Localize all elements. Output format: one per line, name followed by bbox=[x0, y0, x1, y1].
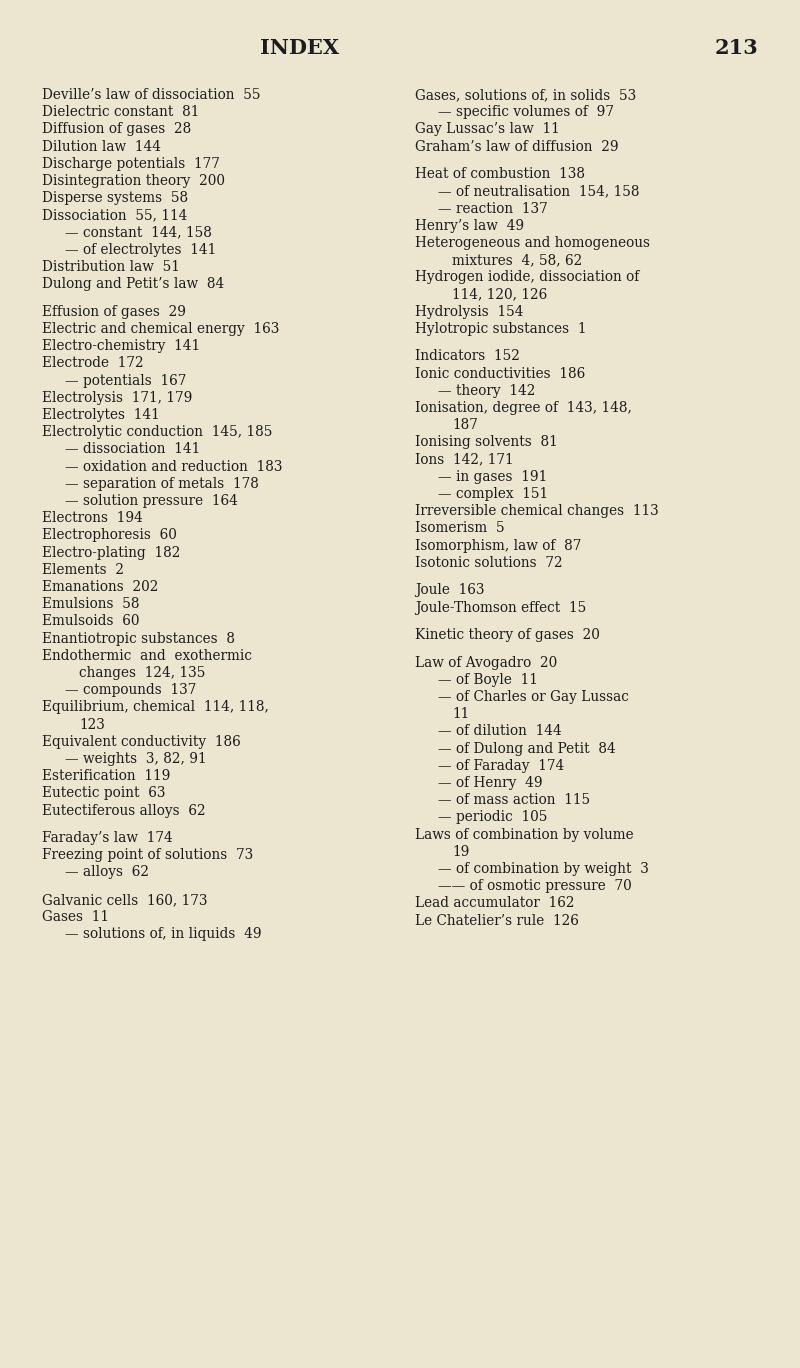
Text: Deville’s law of dissociation  55: Deville’s law of dissociation 55 bbox=[42, 88, 261, 103]
Text: Ions  142, 171: Ions 142, 171 bbox=[415, 453, 514, 466]
Text: Heterogeneous and homogeneous: Heterogeneous and homogeneous bbox=[415, 235, 650, 250]
Text: Emanations  202: Emanations 202 bbox=[42, 580, 158, 594]
Text: Dilution law  144: Dilution law 144 bbox=[42, 140, 161, 153]
Text: Hydrogen iodide, dissociation of: Hydrogen iodide, dissociation of bbox=[415, 271, 639, 285]
Text: — of Faraday  174: — of Faraday 174 bbox=[438, 759, 564, 773]
Text: Disperse systems  58: Disperse systems 58 bbox=[42, 192, 188, 205]
Text: Endothermic  and  exothermic: Endothermic and exothermic bbox=[42, 648, 252, 662]
Text: Distribution law  51: Distribution law 51 bbox=[42, 260, 180, 274]
Text: Dulong and Petit’s law  84: Dulong and Petit’s law 84 bbox=[42, 278, 224, 291]
Text: — oxidation and reduction  183: — oxidation and reduction 183 bbox=[65, 460, 282, 473]
Text: — of Boyle  11: — of Boyle 11 bbox=[438, 673, 538, 687]
Text: Freezing point of solutions  73: Freezing point of solutions 73 bbox=[42, 848, 254, 862]
Text: 19: 19 bbox=[452, 845, 470, 859]
Text: — constant  144, 158: — constant 144, 158 bbox=[65, 226, 212, 239]
Text: Henry’s law  49: Henry’s law 49 bbox=[415, 219, 524, 233]
Text: Electro-chemistry  141: Electro-chemistry 141 bbox=[42, 339, 200, 353]
Text: Le Chatelier’s rule  126: Le Chatelier’s rule 126 bbox=[415, 914, 579, 928]
Text: — reaction  137: — reaction 137 bbox=[438, 201, 548, 216]
Text: — of combination by weight  3: — of combination by weight 3 bbox=[438, 862, 649, 876]
Text: Isotonic solutions  72: Isotonic solutions 72 bbox=[415, 555, 562, 570]
Text: — dissociation  141: — dissociation 141 bbox=[65, 442, 200, 457]
Text: Enantiotropic substances  8: Enantiotropic substances 8 bbox=[42, 632, 235, 646]
Text: — of Dulong and Petit  84: — of Dulong and Petit 84 bbox=[438, 741, 616, 755]
Text: Indicators  152: Indicators 152 bbox=[415, 349, 520, 364]
Text: Electrophoresis  60: Electrophoresis 60 bbox=[42, 528, 177, 542]
Text: Gases, solutions of, in solids  53: Gases, solutions of, in solids 53 bbox=[415, 88, 636, 103]
Text: — theory  142: — theory 142 bbox=[438, 384, 535, 398]
Text: — weights  3, 82, 91: — weights 3, 82, 91 bbox=[65, 752, 206, 766]
Text: — in gases  191: — in gases 191 bbox=[438, 469, 547, 484]
Text: Elements  2: Elements 2 bbox=[42, 562, 124, 577]
Text: Joule  163: Joule 163 bbox=[415, 583, 485, 598]
Text: — potentials  167: — potentials 167 bbox=[65, 373, 186, 387]
Text: Lead accumulator  162: Lead accumulator 162 bbox=[415, 896, 574, 910]
Text: Discharge potentials  177: Discharge potentials 177 bbox=[42, 157, 220, 171]
Text: Faraday’s law  174: Faraday’s law 174 bbox=[42, 830, 173, 845]
Text: Effusion of gases  29: Effusion of gases 29 bbox=[42, 305, 186, 319]
Text: — complex  151: — complex 151 bbox=[438, 487, 548, 501]
Text: Laws of combination by volume: Laws of combination by volume bbox=[415, 828, 634, 841]
Text: Diffusion of gases  28: Diffusion of gases 28 bbox=[42, 122, 191, 137]
Text: mixtures  4, 58, 62: mixtures 4, 58, 62 bbox=[452, 253, 582, 267]
Text: — periodic  105: — periodic 105 bbox=[438, 810, 547, 825]
Text: Isomerism  5: Isomerism 5 bbox=[415, 521, 505, 535]
Text: Joule-Thomson effect  15: Joule-Thomson effect 15 bbox=[415, 601, 586, 614]
Text: Electrode  172: Electrode 172 bbox=[42, 356, 144, 371]
Text: — of dilution  144: — of dilution 144 bbox=[438, 725, 562, 739]
Text: Eutectic point  63: Eutectic point 63 bbox=[42, 787, 166, 800]
Text: — separation of metals  178: — separation of metals 178 bbox=[65, 476, 259, 491]
Text: Electric and chemical energy  163: Electric and chemical energy 163 bbox=[42, 321, 279, 337]
Text: Law of Avogadro  20: Law of Avogadro 20 bbox=[415, 655, 558, 669]
Text: 114, 120, 126: 114, 120, 126 bbox=[452, 287, 547, 301]
Text: Electrons  194: Electrons 194 bbox=[42, 512, 143, 525]
Text: changes  124, 135: changes 124, 135 bbox=[79, 666, 206, 680]
Text: Gases  11: Gases 11 bbox=[42, 910, 109, 925]
Text: —— of osmotic pressure  70: —— of osmotic pressure 70 bbox=[438, 880, 632, 893]
Text: 187: 187 bbox=[452, 419, 478, 432]
Text: Emulsoids  60: Emulsoids 60 bbox=[42, 614, 139, 628]
Text: — of Charles or Gay Lussac: — of Charles or Gay Lussac bbox=[438, 689, 629, 705]
Text: Electrolytes  141: Electrolytes 141 bbox=[42, 408, 160, 421]
Text: Kinetic theory of gases  20: Kinetic theory of gases 20 bbox=[415, 628, 600, 642]
Text: Ionisation, degree of  143, 148,: Ionisation, degree of 143, 148, bbox=[415, 401, 632, 415]
Text: — specific volumes of  97: — specific volumes of 97 bbox=[438, 105, 614, 119]
Text: Heat of combustion  138: Heat of combustion 138 bbox=[415, 167, 585, 181]
Text: Dielectric constant  81: Dielectric constant 81 bbox=[42, 105, 199, 119]
Text: Disintegration theory  200: Disintegration theory 200 bbox=[42, 174, 225, 187]
Text: Hydrolysis  154: Hydrolysis 154 bbox=[415, 305, 523, 319]
Text: INDEX: INDEX bbox=[260, 38, 340, 57]
Text: 213: 213 bbox=[714, 38, 758, 57]
Text: Eutectiferous alloys  62: Eutectiferous alloys 62 bbox=[42, 803, 206, 818]
Text: Electrolysis  171, 179: Electrolysis 171, 179 bbox=[42, 391, 192, 405]
Text: Graham’s law of diffusion  29: Graham’s law of diffusion 29 bbox=[415, 140, 618, 153]
Text: Isomorphism, law of  87: Isomorphism, law of 87 bbox=[415, 539, 582, 553]
Text: Galvanic cells  160, 173: Galvanic cells 160, 173 bbox=[42, 893, 207, 907]
Text: — alloys  62: — alloys 62 bbox=[65, 866, 149, 880]
Text: Hylotropic substances  1: Hylotropic substances 1 bbox=[415, 321, 586, 337]
Text: Electrolytic conduction  145, 185: Electrolytic conduction 145, 185 bbox=[42, 425, 272, 439]
Text: Equivalent conductivity  186: Equivalent conductivity 186 bbox=[42, 735, 241, 748]
Text: Dissociation  55, 114: Dissociation 55, 114 bbox=[42, 208, 187, 223]
Text: — solutions of, in liquids  49: — solutions of, in liquids 49 bbox=[65, 928, 262, 941]
Text: — of neutralisation  154, 158: — of neutralisation 154, 158 bbox=[438, 185, 639, 198]
Text: — of electrolytes  141: — of electrolytes 141 bbox=[65, 242, 216, 257]
Text: — of mass action  115: — of mass action 115 bbox=[438, 793, 590, 807]
Text: Ionising solvents  81: Ionising solvents 81 bbox=[415, 435, 558, 450]
Text: — compounds  137: — compounds 137 bbox=[65, 683, 196, 698]
Text: 11: 11 bbox=[452, 707, 470, 721]
Text: 123: 123 bbox=[79, 718, 105, 732]
Text: Equilibrium, chemical  114, 118,: Equilibrium, chemical 114, 118, bbox=[42, 700, 269, 714]
Text: Irreversible chemical changes  113: Irreversible chemical changes 113 bbox=[415, 505, 658, 518]
Text: Esterification  119: Esterification 119 bbox=[42, 769, 170, 782]
Text: Emulsions  58: Emulsions 58 bbox=[42, 596, 139, 611]
Text: Ionic conductivities  186: Ionic conductivities 186 bbox=[415, 367, 586, 380]
Text: Electro-plating  182: Electro-plating 182 bbox=[42, 546, 180, 560]
Text: — of Henry  49: — of Henry 49 bbox=[438, 776, 542, 789]
Text: Gay Lussac’s law  11: Gay Lussac’s law 11 bbox=[415, 122, 560, 137]
Text: — solution pressure  164: — solution pressure 164 bbox=[65, 494, 238, 508]
